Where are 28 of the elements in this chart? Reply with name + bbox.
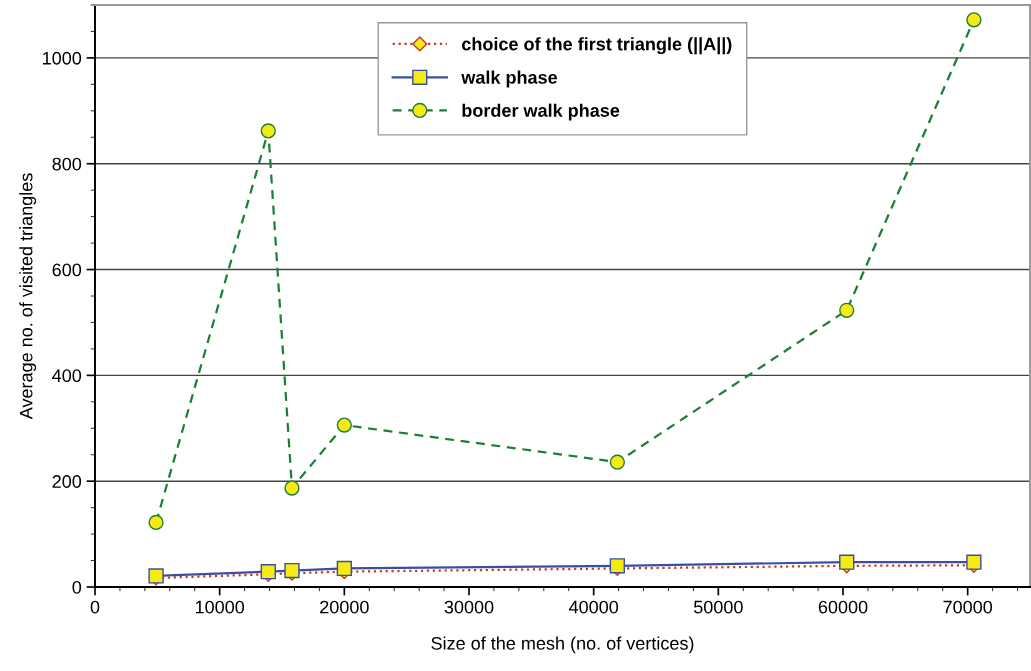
x-axis-title: Size of the mesh (no. of vertices): [431, 636, 694, 654]
point: [260, 123, 276, 139]
x-tick-label: 0: [90, 600, 100, 614]
x-tick-label: 10000: [195, 600, 245, 614]
point: [284, 480, 300, 496]
y-tick-label: 0: [72, 580, 82, 594]
point: [966, 554, 982, 570]
legend-label: choice of the first triangle (||A||): [462, 37, 732, 55]
x-tick-label: 70000: [943, 600, 993, 614]
y-axis-title: Average no. of visited triangles: [19, 173, 37, 420]
point: [148, 514, 164, 531]
y-tick-label: 200: [52, 475, 82, 488]
y-tick-label: 400: [52, 369, 82, 383]
legend-label: border walk phase: [462, 103, 620, 121]
point: [609, 454, 625, 470]
point: [839, 302, 855, 318]
x-tick-label: 30000: [444, 600, 494, 614]
point: [839, 554, 855, 570]
y-tick-label: 600: [52, 263, 82, 277]
y-tick-label: 800: [52, 157, 82, 171]
x-tick-label: 50000: [693, 600, 743, 614]
x-tick-label: 20000: [320, 600, 369, 614]
point: [336, 417, 352, 433]
y-tick-label: 1000: [43, 51, 82, 65]
legend-label: walk phase: [461, 70, 558, 88]
x-tick-label: 40000: [568, 600, 619, 614]
point: [966, 12, 982, 28]
x-tick-label: 60000: [818, 600, 868, 614]
